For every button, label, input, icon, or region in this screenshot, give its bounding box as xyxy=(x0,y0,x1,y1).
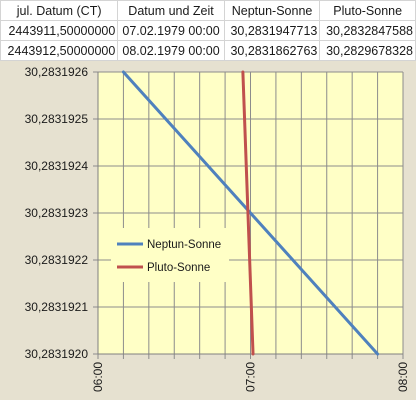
y-tick-label: 30,2831922 xyxy=(25,253,89,267)
chart-container[interactable]: 30,2831926 30,2831925 30,2831924 30,2831923… xyxy=(0,63,416,400)
table-header-row: jul. Datum (CT) Datum und Zeit Neptun-So… xyxy=(0,0,416,21)
legend-box xyxy=(111,228,229,282)
header-cell-neptune[interactable]: Neptun-Sonne xyxy=(223,0,321,21)
header-cell-pluto[interactable]: Pluto-Sonne xyxy=(319,0,416,21)
table-cell[interactable]: 08.02.1979 00:00 xyxy=(117,40,225,61)
table-cell[interactable]: 30,2831862763 xyxy=(223,40,321,61)
x-tick-label: 08:00 xyxy=(396,362,410,392)
table-cell[interactable]: 30,2832847588 xyxy=(319,20,416,41)
legend-label-neptun-sonne: Neptun-Sonne xyxy=(147,239,221,251)
legend-label-pluto-sonne: Pluto-Sonne xyxy=(147,262,210,274)
x-tick-label: 07:00 xyxy=(244,362,258,392)
table-cell[interactable]: 07.02.1979 00:00 xyxy=(117,20,225,41)
table-cell[interactable]: 2443911,50000000 xyxy=(0,20,119,41)
y-tick-label: 30,2831921 xyxy=(25,300,89,314)
header-cell-date[interactable]: Datum und Zeit xyxy=(117,0,225,21)
y-tick-label: 30,2831924 xyxy=(25,159,89,173)
table-cell[interactable]: 30,2831947713 xyxy=(223,20,321,41)
line-chart[interactable]: 30,2831926 30,2831925 30,2831924 30,2831923… xyxy=(0,63,416,400)
y-tick-label: 30,2831926 xyxy=(25,65,89,79)
y-tick-label: 30,2831925 xyxy=(25,112,89,126)
y-tick-label: 30,2831920 xyxy=(25,347,89,361)
series-line-neptun-sonne[interactable] xyxy=(121,70,380,356)
table-row: 2443911,50000000 07.02.1979 00:00 30,283… xyxy=(0,20,416,41)
y-tick-label: 30,2831923 xyxy=(25,206,89,220)
data-table: jul. Datum (CT) Datum und Zeit Neptun-So… xyxy=(0,0,416,61)
x-tick-label: 06:00 xyxy=(91,362,105,392)
table-cell[interactable]: 2443912,50000000 xyxy=(0,40,119,61)
header-cell-jd[interactable]: jul. Datum (CT) xyxy=(0,0,119,21)
series-line-pluto-sonne[interactable] xyxy=(241,70,255,356)
table-cell[interactable]: 30,2829678328 xyxy=(319,40,416,61)
table-row: 2443912,50000000 08.02.1979 00:00 30,283… xyxy=(0,40,416,61)
